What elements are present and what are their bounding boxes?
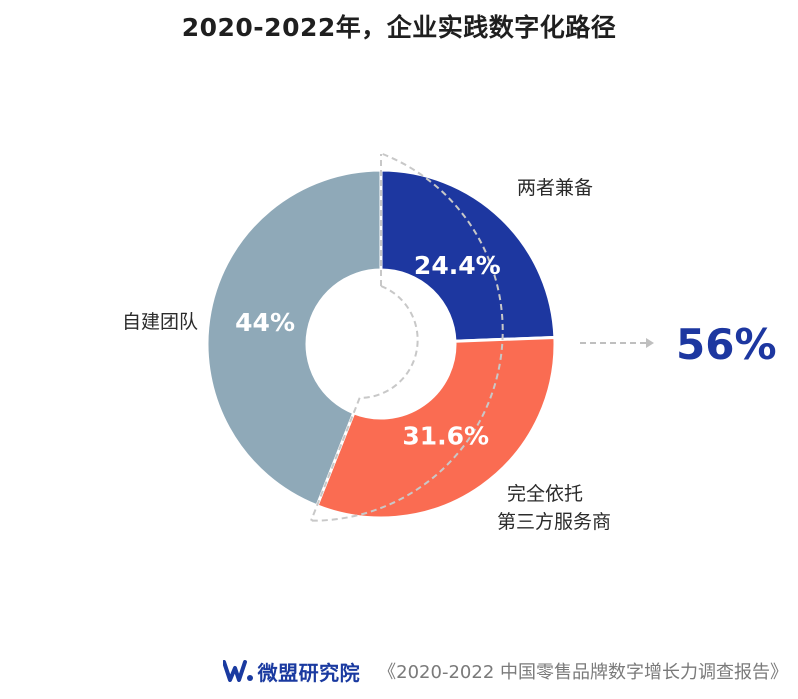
guide-inner-arc (359, 285, 419, 399)
source-citation: 《2020-2022 中国零售品牌数字增长力调查报告》 (378, 662, 788, 683)
slice-3 (205, 168, 383, 508)
category-label-2-line-1: 完全依托 (507, 483, 583, 505)
guide-outer-arc (311, 153, 504, 522)
category-label-2-line-2: 第三方服务商 (497, 511, 611, 533)
brand-logo-icon (222, 660, 253, 682)
footer: 微盟研究院 《2020-2022 中国零售品牌数字增长力调查报告》 (222, 656, 788, 686)
slice-value-label-3: 44% (235, 308, 295, 337)
slice-value-label-2: 31.6% (402, 421, 489, 450)
brand-name: 微盟研究院 (257, 660, 361, 685)
category-label-3: 自建团队 (122, 311, 198, 333)
guide-end-line (310, 397, 361, 522)
brand-logo: 微盟研究院 (222, 657, 361, 686)
chart-title: 2020-2022年，企业实践数字化路径 (181, 13, 617, 42)
slice-value-label-1: 24.4% (414, 251, 501, 280)
callout-value: 56% (676, 320, 777, 369)
category-label-1: 两者兼备 (517, 177, 593, 199)
slice-1 (379, 168, 557, 343)
